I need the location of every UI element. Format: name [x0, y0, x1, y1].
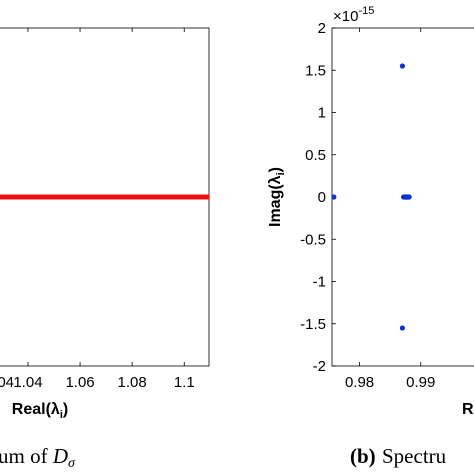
panel-b-y-tick-label: 1.5 — [305, 62, 326, 79]
panel-b-y-tick-label: 0 — [318, 189, 326, 206]
panel-b-y-axis-label: Imag(λi) — [267, 167, 287, 227]
panel-a: 1.04 1.06 1.08 1.1 04 Real(λi) um of Dσ — [0, 27, 210, 471]
panel-b-x-tick-label: 0.99 — [406, 374, 435, 391]
panel-b-caption-label: (b) — [350, 444, 376, 468]
panel-b-y-tick-label: -2 — [313, 358, 326, 375]
panel-a-x-tick-label: 1.06 — [65, 374, 94, 391]
panel-b-eigenvalue-point — [399, 63, 406, 69]
panel-b-eigenvalue-point — [399, 325, 406, 331]
panel-a-x-tick-label-cut: 04 — [0, 374, 14, 391]
panel-b-eigenvalue-point — [406, 194, 412, 200]
panel-b: -2 -1.5 -1 -0.5 0 0.5 1 1.5 2 0.98 0.99 ×10-15 Im… — [267, 5, 474, 468]
panel-a-x-tick-label: 1.04 — [13, 374, 42, 391]
panel-b-eigenvalue-point — [331, 194, 337, 200]
panel-a-x-axis-label: Real(λi) — [12, 401, 68, 421]
panel-b-series — [331, 63, 412, 331]
panel-a-caption: um of Dσ — [0, 444, 76, 471]
panel-b-y-tick-label: -0.5 — [300, 231, 326, 248]
panel-a-x-ticks: 1.04 1.06 1.08 1.1 04 — [0, 28, 195, 391]
panel-b-y-tick-label: 0.5 — [305, 147, 326, 164]
panel-b-x-axis-label: Re — [462, 401, 474, 418]
panel-a-x-tick-label: 1.08 — [118, 374, 147, 391]
panel-b-y-tick-label: -1.5 — [300, 316, 326, 333]
panel-b-y-tick-label: -1 — [313, 274, 326, 291]
panel-b-y-ticks: -2 -1.5 -1 -0.5 0 0.5 1 1.5 2 — [300, 20, 336, 375]
panel-b-caption-text: Spectru — [382, 444, 447, 468]
panel-b-y-multiplier: ×10-15 — [333, 5, 374, 25]
panel-b-y-tick-label: 2 — [318, 20, 326, 37]
panel-b-x-tick-label: 0.98 — [345, 374, 374, 391]
panel-b-y-tick-label: 1 — [318, 105, 326, 122]
panel-b-x-ticks: 0.98 0.99 — [345, 28, 435, 391]
panel-a-x-tick-label: 1.1 — [174, 374, 195, 391]
